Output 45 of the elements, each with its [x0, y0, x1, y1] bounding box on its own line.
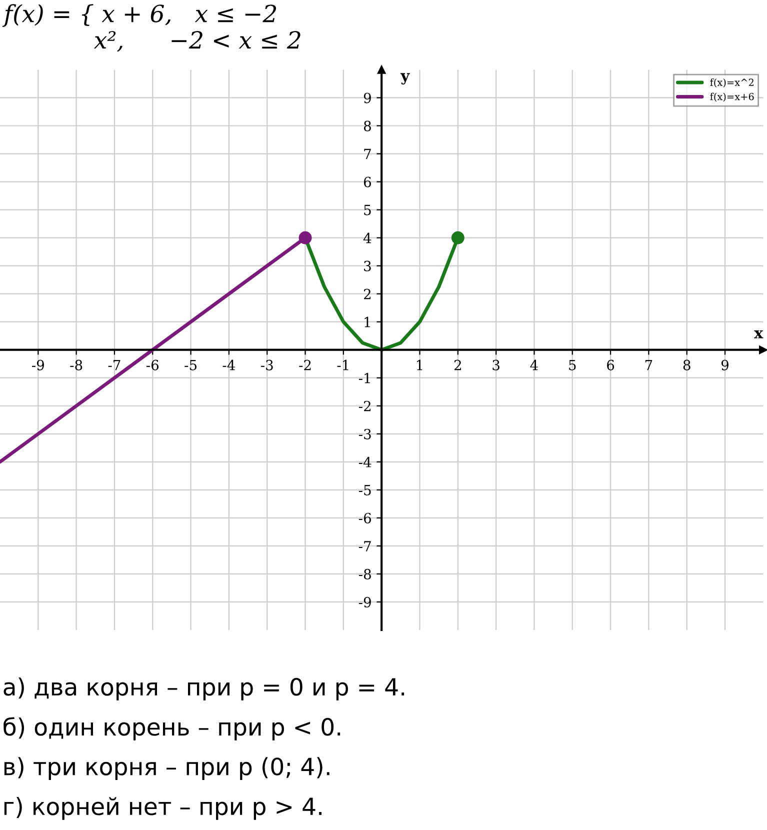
y-tick-label: -8 — [358, 568, 371, 580]
legend-label: f(x)=x^2 — [710, 78, 754, 88]
x-tick-label: 1 — [417, 360, 422, 370]
x-tick-label: 4 — [530, 360, 538, 370]
x-tick-label: 5 — [569, 360, 576, 370]
x-tick-label: -9 — [32, 360, 44, 370]
x-tick-label: -2 — [299, 360, 311, 370]
x-tick-label: -5 — [184, 360, 196, 370]
y-tick-label: 1 — [364, 316, 370, 328]
y-tick-label: -5 — [358, 485, 371, 496]
x-tick-label: 2 — [454, 360, 461, 370]
x-tick-label: 3 — [492, 360, 500, 370]
x-tick-label: 9 — [721, 360, 728, 370]
y-tick-label: -6 — [358, 512, 371, 524]
y-tick-label: 6 — [364, 176, 371, 188]
y-tick-label: 3 — [364, 260, 371, 272]
y-tick-label: 4 — [363, 232, 372, 244]
x-tick-label: -8 — [70, 360, 82, 370]
x-tick-label: -4 — [222, 360, 236, 370]
legend-label: f(x)=x+6 — [710, 92, 754, 102]
y-tick-label: -7 — [358, 541, 371, 552]
y-tick-label: 8 — [364, 120, 371, 132]
x-tick-label: -7 — [108, 360, 120, 370]
x-tick-label: 8 — [683, 360, 690, 370]
y-tick-label: -1 — [358, 372, 370, 384]
y-axis-title: y — [400, 73, 410, 85]
x-tick-label: -6 — [146, 360, 159, 370]
y-tick-label: 2 — [364, 288, 370, 300]
y-tick-label: -2 — [358, 400, 370, 412]
text: а) два корня – при p = 0 и p = 4. — [4, 678, 404, 700]
y-tick-label: -9 — [358, 596, 371, 608]
y-tick-label: -3 — [358, 428, 371, 440]
y-tick-label: 9 — [364, 92, 371, 104]
text: в) три корня – при p (0; 4). — [4, 757, 330, 780]
x-axis-title: x — [754, 330, 764, 338]
y-tick-label: 7 — [364, 148, 371, 160]
y-tick-label: -4 — [358, 456, 372, 468]
x-tick-label: -3 — [260, 360, 273, 370]
text: б) один корень – при p < 0. — [4, 717, 340, 740]
x-tick-label: -1 — [337, 360, 348, 370]
y-tick-label: 5 — [364, 204, 371, 216]
x-tick-label: 7 — [645, 360, 652, 370]
chart-title: f(x) = { x + 6, x ≤ −2 x², −2 < x ≤ 2 — [2, 4, 300, 52]
x-tick-label: 6 — [607, 360, 614, 370]
text: г) корней нет – при p > 4. — [4, 797, 322, 820]
